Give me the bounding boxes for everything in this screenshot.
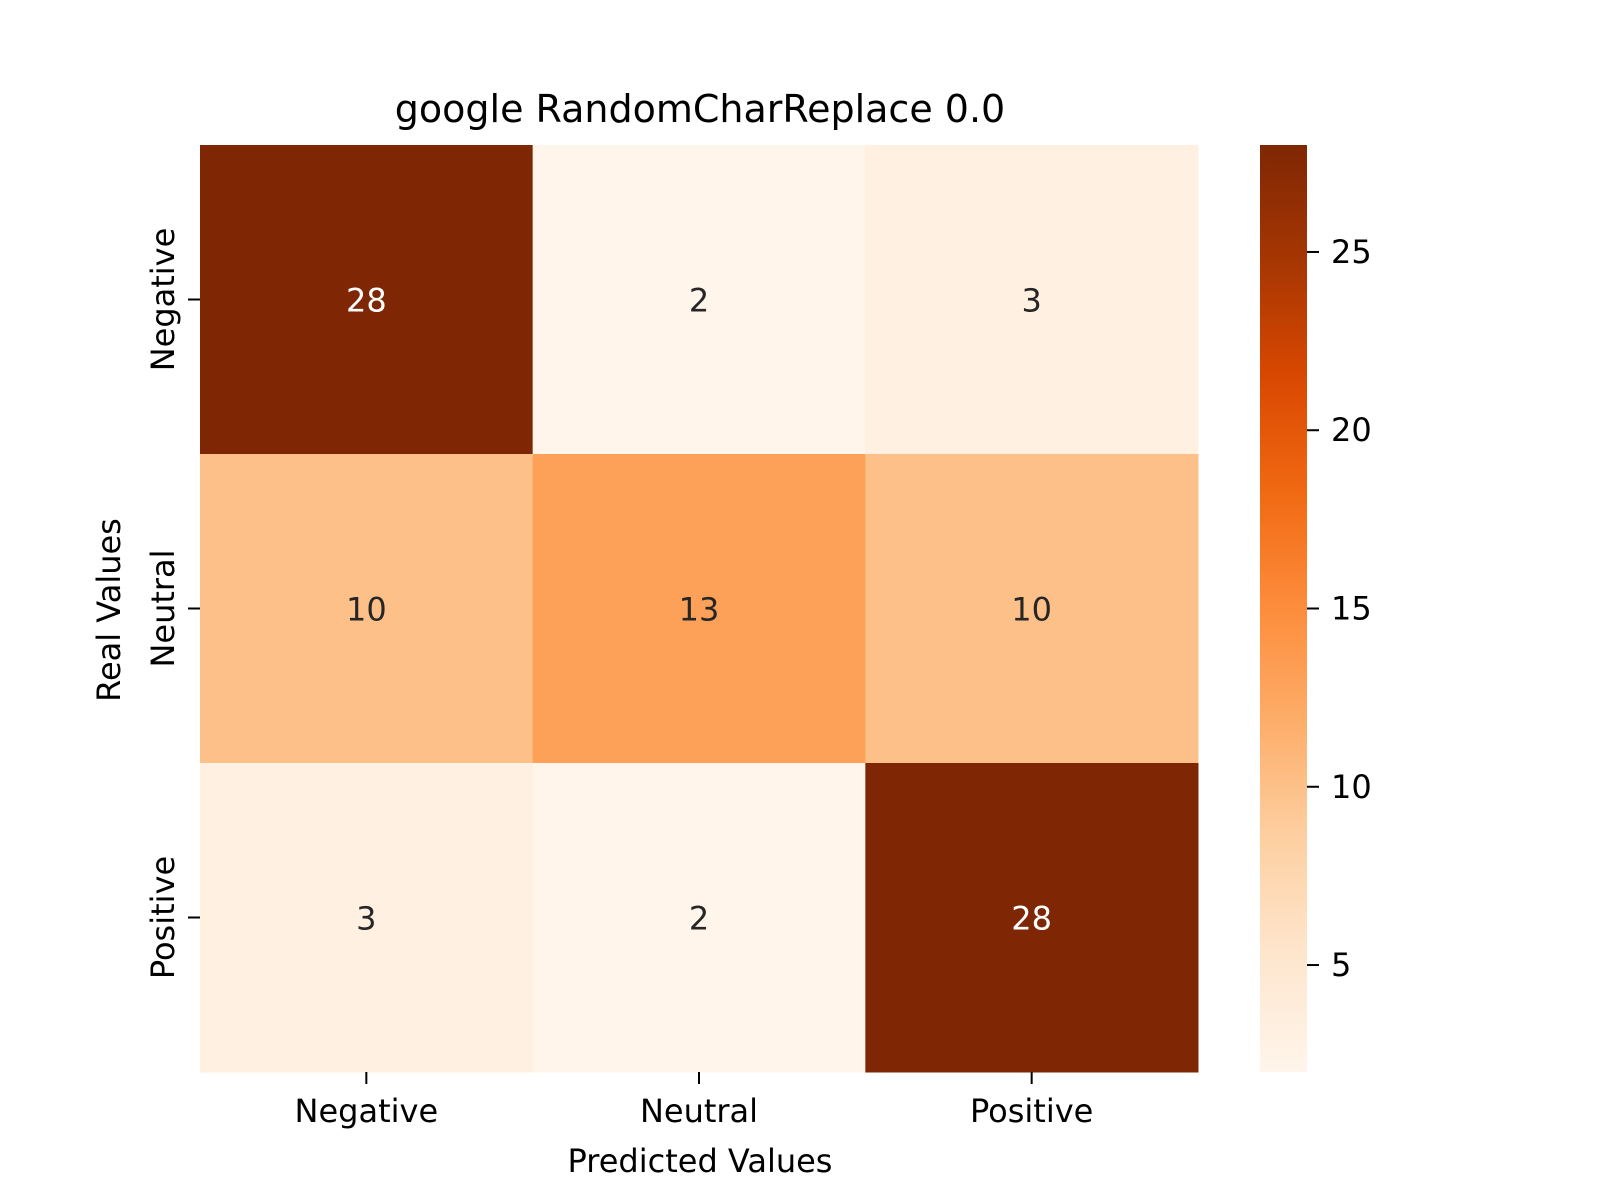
heatmap-cell: [865, 454, 1199, 764]
y-tick-label: Negative: [144, 228, 182, 372]
heatmap-cell: [200, 763, 534, 1073]
y-tick-label: Neutral: [144, 549, 182, 667]
colorbar-tick-label: 15: [1331, 590, 1372, 628]
x-tick-label: Negative: [295, 1092, 439, 1130]
x-axis: Negative Neutral Positive: [295, 1072, 1093, 1130]
cell-value-label: 2: [689, 900, 709, 938]
heatmap-cell: [865, 763, 1199, 1073]
y-axis-label: Real Values: [90, 518, 128, 702]
heatmap-cell: [865, 145, 1199, 455]
chart-title: google RandomCharReplace 0.0: [395, 87, 1005, 131]
cell-value-label: 3: [1021, 282, 1041, 320]
y-axis: Negative Neutral Positive: [144, 228, 200, 979]
cell-value-label: 13: [679, 591, 720, 629]
heatmap-cell: [200, 454, 534, 764]
x-tick-label: Positive: [970, 1092, 1093, 1130]
cell-value-label: 28: [1011, 900, 1052, 938]
heatmap-cell: [532, 454, 866, 764]
cell-value-label: 3: [356, 900, 376, 938]
colorbar-gradient: [1260, 145, 1307, 1072]
colorbar-tick-label: 5: [1331, 946, 1351, 984]
x-tick-label: Neutral: [640, 1092, 758, 1130]
x-axis-label: Predicted Values: [568, 1142, 833, 1180]
heatmap-cell: [532, 763, 866, 1073]
cell-value-label: 2: [689, 282, 709, 320]
cell-value-label: 10: [1011, 591, 1052, 629]
heatmap-cell: [532, 145, 866, 455]
colorbar-tick-label: 25: [1331, 233, 1372, 271]
heatmap-cell: [200, 145, 534, 455]
cell-value-label: 28: [346, 282, 387, 320]
colorbar-tick-label: 20: [1331, 411, 1372, 449]
y-tick-label: Positive: [144, 856, 182, 979]
cell-value-label: 10: [346, 591, 387, 629]
colorbar-tick-label: 10: [1331, 768, 1372, 806]
heatmap-cells: 28 2 3 10 13 10 3 2 28: [200, 145, 1199, 1073]
colorbar: 5 10 15 20 25: [1260, 145, 1372, 1072]
